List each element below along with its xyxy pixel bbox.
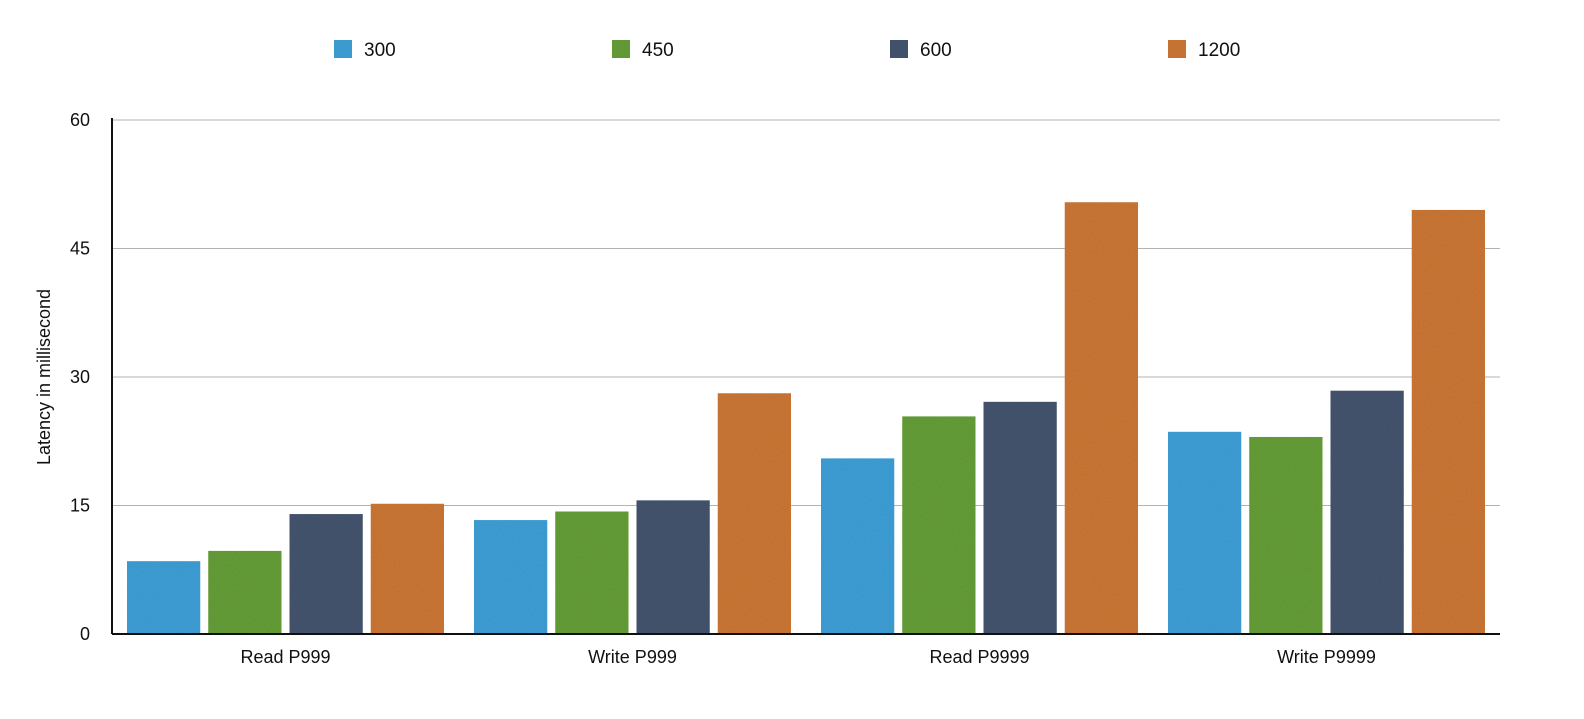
bar-300-3 (1168, 431, 1242, 634)
bar-1200-0 (370, 503, 444, 634)
legend-label-450: 450 (642, 40, 674, 61)
y-axis-title: Latency in millisecond (34, 289, 54, 465)
legend-swatch-450 (612, 40, 630, 58)
axis-labels: 0 15 30 45 60 Read P999 Write P999 Read P9999 Wr… (34, 110, 1376, 667)
legend-swatch-600 (890, 40, 908, 58)
bar-450-2 (902, 416, 976, 634)
legend-label-300: 300 (364, 40, 396, 61)
bar-600-1 (636, 500, 710, 634)
bar-450-1 (555, 511, 629, 634)
y-tick-label: 45 (70, 239, 90, 259)
legend: 300 450 600 1200 (334, 40, 1240, 61)
x-category-label: Read P999 (240, 647, 330, 667)
bar-1200-3 (1411, 209, 1485, 634)
x-category-label: Write P9999 (1277, 647, 1376, 667)
bar-600-0 (289, 514, 363, 634)
bar-300-0 (127, 561, 201, 634)
axes (111, 118, 1500, 635)
x-category-label: Write P999 (588, 647, 677, 667)
y-tick-label: 60 (70, 110, 90, 130)
legend-label-600: 600 (920, 40, 952, 61)
legend-label-1200: 1200 (1198, 40, 1240, 61)
y-tick-label: 30 (70, 367, 90, 387)
bar-300-1 (474, 520, 548, 634)
bar-300-2 (821, 458, 895, 634)
legend-swatch-1200 (1168, 40, 1186, 58)
bar-600-2 (983, 401, 1057, 634)
x-category-label: Read P9999 (929, 647, 1029, 667)
legend-swatch-300 (334, 40, 352, 58)
y-tick-label: 0 (80, 624, 90, 644)
bar-1200-1 (717, 393, 791, 634)
bar-1200-2 (1064, 202, 1138, 635)
bar-600-3 (1330, 390, 1404, 634)
bars (127, 202, 1485, 635)
bar-450-0 (208, 550, 282, 634)
bar-450-3 (1249, 436, 1323, 634)
y-tick-label: 15 (70, 496, 90, 516)
